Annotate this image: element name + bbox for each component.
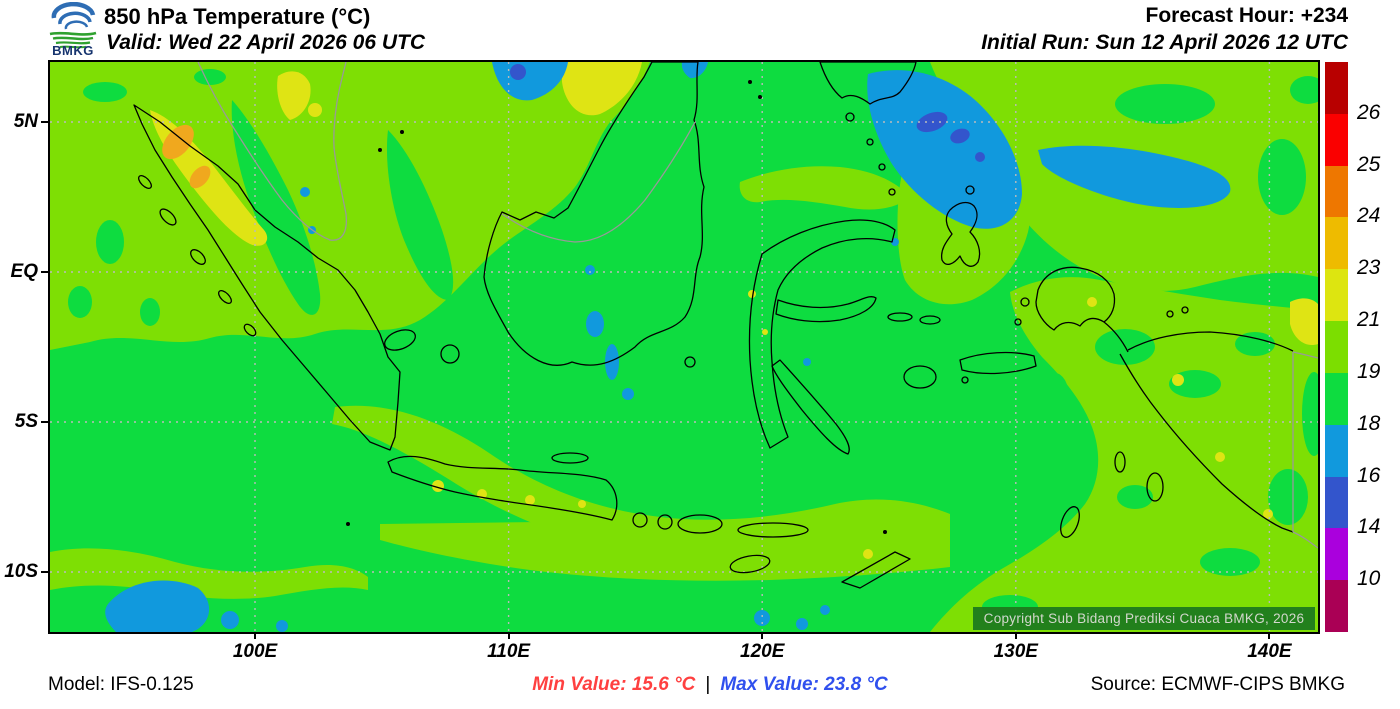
temp-field-orange-spots xyxy=(162,124,211,189)
colorbar-label-14: 14 xyxy=(1357,515,1381,539)
colorbar-segment-1 xyxy=(1325,113,1348,166)
map-frame: Copyright Sub Bidang Prediksi Cuaca BMKG… xyxy=(48,60,1320,634)
y-label-5N: 5N xyxy=(13,111,38,132)
min-max-values: Min Value: 15.6 °C | Max Value: 23.8 °C xyxy=(400,674,1020,696)
colorbar-segment-5 xyxy=(1325,321,1348,373)
foreign-borders xyxy=(197,62,1318,549)
colorbar-segment-2 xyxy=(1325,165,1348,218)
x-label-140E: 140E xyxy=(1247,641,1292,662)
colorbar-label-21: 21 xyxy=(1357,308,1381,332)
temp-field-blue-patches xyxy=(105,62,1231,632)
indonesia-temperature-map xyxy=(50,62,1318,632)
page-title: 850 hPa Temperature (°C) xyxy=(104,4,371,29)
bmkg-logo-text: BMKG xyxy=(52,43,94,58)
x-tick-100E xyxy=(254,632,256,639)
colorbar-segment-8 xyxy=(1325,476,1348,529)
y-tick-EQ xyxy=(41,271,48,273)
colorbar-label-18: 18 xyxy=(1357,411,1381,435)
colorbar-label-25: 25 xyxy=(1357,152,1381,176)
graticule-gridlines xyxy=(50,62,1318,632)
colorbar-label-19: 19 xyxy=(1357,359,1381,383)
y-tick-5N xyxy=(41,121,48,123)
x-tick-110E xyxy=(507,632,510,639)
colorbar-segment-10 xyxy=(1325,580,1348,632)
x-tick-120E xyxy=(761,632,764,639)
x-label-110E: 110E xyxy=(487,641,531,662)
x-label-100E: 100E xyxy=(232,641,278,662)
temperature-colorbar xyxy=(1325,62,1348,632)
x-label-120E: 120E xyxy=(740,641,785,662)
colorbar-label-23: 23 xyxy=(1357,256,1381,280)
colorbar-segment-3 xyxy=(1325,217,1348,270)
forecast-hour-label: Forecast Hour: +234 xyxy=(1145,4,1349,27)
y-tick-10S xyxy=(41,571,48,573)
colorbar-segment-0 xyxy=(1325,62,1348,114)
colorbar-label-24: 24 xyxy=(1357,204,1381,228)
coastlines xyxy=(133,62,1294,589)
colorbar-segment-7 xyxy=(1325,424,1348,477)
bmkg-logo-icon xyxy=(49,1,97,49)
max-value-label: Max Value: 23.8 °C xyxy=(720,674,888,695)
y-label-EQ: EQ xyxy=(10,261,38,282)
valid-time-label: Valid: Wed 22 April 2026 06 UTC xyxy=(106,31,425,54)
initial-run-label: Initial Run: Sun 12 April 2026 12 UTC xyxy=(981,31,1348,54)
y-tick-5S xyxy=(41,421,48,423)
copyright-notice: Copyright Sub Bidang Prediksi Cuaca BMKG… xyxy=(973,607,1315,630)
min-max-separator: | xyxy=(705,674,711,695)
y-label-5S: 5S xyxy=(14,411,38,432)
y-label-10S: 10S xyxy=(4,561,38,582)
x-tick-140E xyxy=(1268,632,1271,639)
colorbar-label-10: 10 xyxy=(1357,567,1381,591)
min-value-label: Min Value: 15.6 °C xyxy=(532,674,696,695)
colorbar-label-26: 26 xyxy=(1357,100,1381,124)
source-label: Source: ECMWF-CIPS BMKG xyxy=(1090,674,1345,695)
colorbar-label-16: 16 xyxy=(1357,463,1381,487)
small-island-specks xyxy=(346,80,887,534)
x-tick-130E xyxy=(1014,632,1017,639)
colorbar-segment-6 xyxy=(1325,372,1348,425)
colorbar-segment-9 xyxy=(1325,528,1348,581)
colorbar-segment-4 xyxy=(1325,269,1348,322)
model-label: Model: IFS-0.125 xyxy=(48,674,194,695)
bmkg-logo: BMKG xyxy=(44,1,102,58)
x-label-130E: 130E xyxy=(993,641,1038,662)
